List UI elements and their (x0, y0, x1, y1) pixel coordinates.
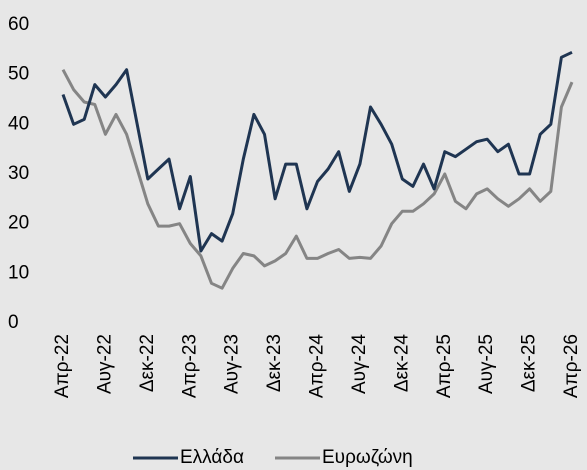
x-tick-label: Απρ-23 (179, 334, 200, 398)
x-tick-label: Απρ-25 (434, 334, 455, 398)
x-tick-label: Απρ-22 (52, 334, 73, 398)
x-tick-label: Απρ-26 (561, 334, 582, 398)
x-tick-label: Αυγ-24 (349, 334, 370, 394)
x-tick-label: Δεκ-22 (137, 334, 158, 392)
y-tick-label: 30 (8, 163, 29, 184)
line-series (61, 50, 573, 253)
line-series (61, 68, 574, 290)
y-tick-label: 40 (8, 113, 29, 134)
x-tick-label: Αυγ-25 (476, 334, 497, 394)
x-tick-label: Αυγ-23 (222, 334, 243, 394)
y-tick-label: 50 (8, 64, 29, 85)
y-tick-label: 0 (8, 312, 19, 333)
x-tick-label: Δεκ-25 (519, 334, 540, 392)
x-tick-label: Αυγ-22 (94, 334, 115, 394)
y-tick-label: 20 (8, 213, 29, 234)
x-tick-label: Απρ-24 (307, 334, 328, 398)
legend-label: Ελλάδα (180, 447, 244, 468)
y-tick-label: 10 (8, 262, 29, 283)
x-tick-label: Δεκ-24 (391, 334, 412, 393)
y-tick-label: 60 (8, 14, 29, 35)
x-tick-label: Δεκ-23 (264, 334, 285, 392)
legend-label: Ευρωζώνη (322, 447, 413, 468)
